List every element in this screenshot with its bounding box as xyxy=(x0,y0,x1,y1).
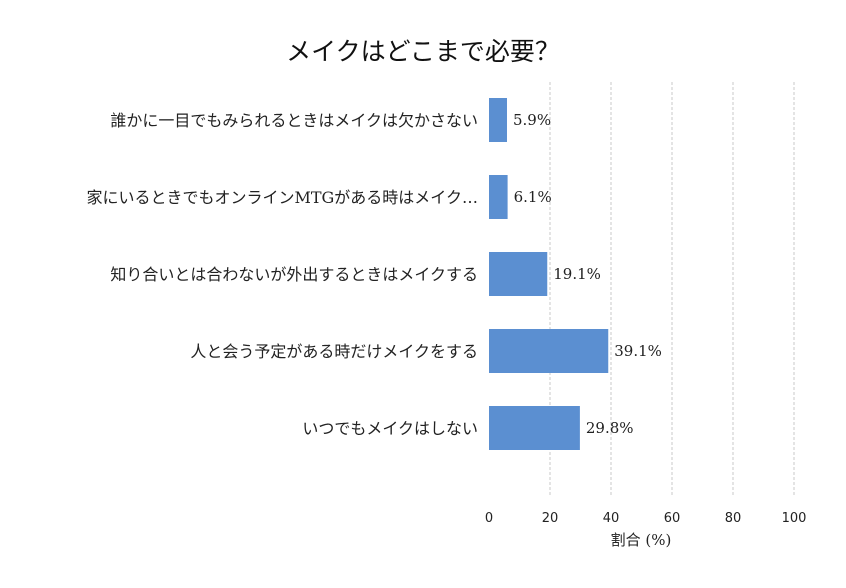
category-label: 誰かに一目でもみられるときはメイクは欠かさない xyxy=(110,111,478,130)
category-label: 知り合いとは合わないが外出するときはメイクする xyxy=(110,265,478,284)
value-label: 5.9% xyxy=(513,111,551,129)
x-tick-label: 40 xyxy=(603,511,620,526)
x-tick-labels: 0 20 40 60 80 100 xyxy=(485,511,807,526)
bar xyxy=(489,98,507,142)
grid-lines xyxy=(549,82,795,495)
x-tick-label: 100 xyxy=(782,511,807,526)
value-label: 19.1% xyxy=(553,265,601,283)
category-label: いつでもメイクはしない xyxy=(302,419,478,438)
bar xyxy=(489,175,508,219)
x-tick-label: 80 xyxy=(725,511,742,526)
x-tick-label: 0 xyxy=(485,511,493,526)
category-label: 人と会う予定がある時だけメイクをする xyxy=(190,342,478,361)
bar xyxy=(489,329,609,373)
chart-title: メイクはどこまで必要？ xyxy=(286,37,560,66)
x-axis-label: 割合 (%) xyxy=(611,531,672,549)
value-labels: 5.9% 6.1% 19.1% 39.1% 29.8% xyxy=(513,111,662,437)
bar xyxy=(489,406,580,450)
value-label: 29.8% xyxy=(586,419,634,437)
category-labels: 誰かに一目でもみられるときはメイクは欠かさない家にいるときでもオンラインMTGが… xyxy=(86,111,478,438)
bars xyxy=(489,98,609,450)
bar xyxy=(489,252,548,296)
value-label: 6.1% xyxy=(514,188,552,206)
x-tick-label: 60 xyxy=(664,511,681,526)
x-tick-label: 20 xyxy=(542,511,559,526)
category-label: 家にいるときでもオンラインMTGがある時はメイク… xyxy=(86,188,478,207)
value-label: 39.1% xyxy=(614,342,662,360)
